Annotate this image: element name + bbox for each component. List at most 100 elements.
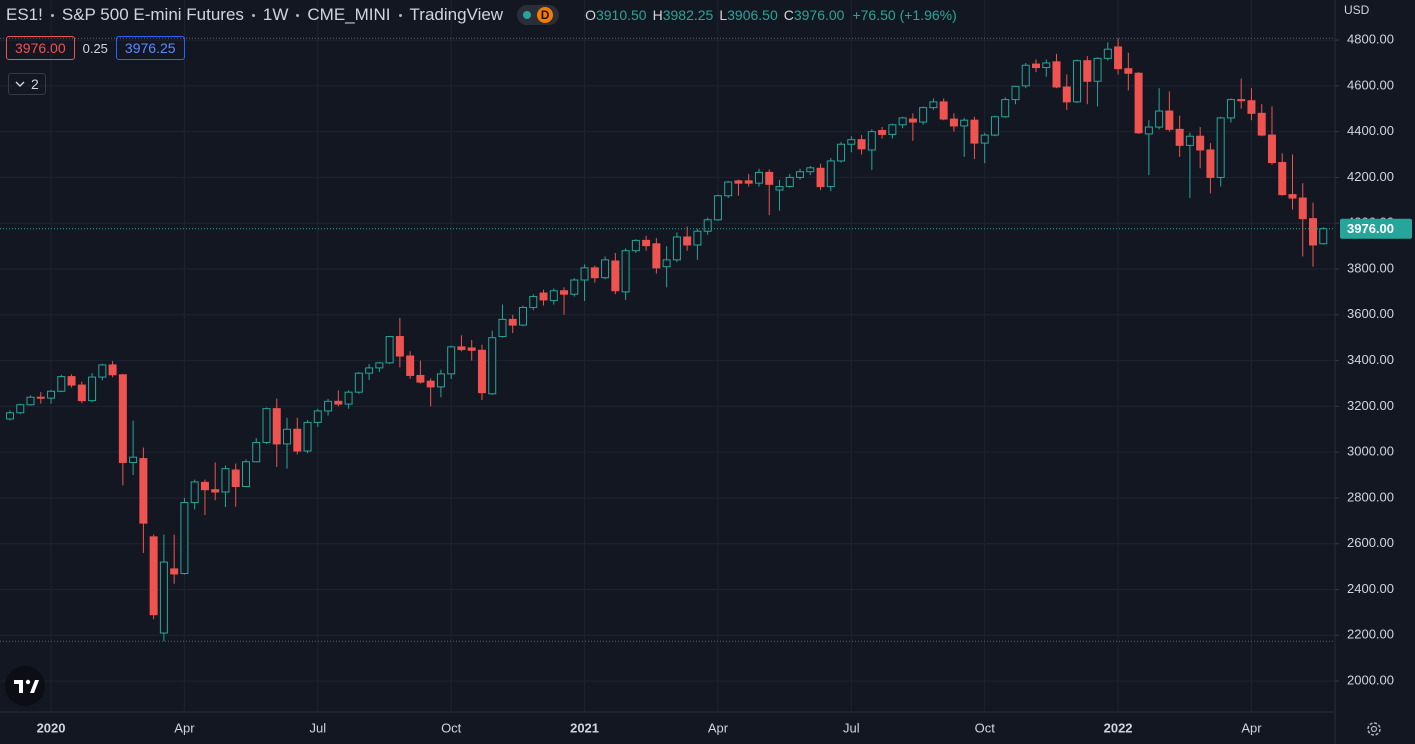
interval[interactable]: 1W <box>262 5 289 24</box>
candle-body <box>98 364 107 378</box>
change: +76.50 (+1.96%) <box>852 7 957 23</box>
candle-body <box>929 101 938 109</box>
ohlc-value: 3976.00 <box>793 7 845 23</box>
price-label: 3976.00 <box>1347 221 1394 236</box>
candle-body <box>878 129 887 135</box>
status-pill[interactable]: D <box>517 5 560 25</box>
ohlc-label: C <box>783 7 794 23</box>
candle-body <box>1257 112 1266 136</box>
ohlc-label: L <box>719 7 728 23</box>
candle-body <box>303 421 312 452</box>
candle-body <box>477 349 486 394</box>
candle-body <box>529 295 538 308</box>
candle-body <box>560 290 569 295</box>
candle-body <box>1155 110 1164 128</box>
trade-box: 3976.00 0.25 3976.25 <box>6 36 185 60</box>
candle-body <box>241 461 250 487</box>
candle-body <box>313 410 322 423</box>
candle-body <box>488 337 497 395</box>
candle-body <box>765 171 774 185</box>
candle-body <box>1124 68 1133 74</box>
delay-badge: D <box>537 7 554 23</box>
indicators-toggle[interactable]: 2 <box>8 73 46 95</box>
candle-body <box>601 259 610 279</box>
y-tick-label: 2000.00 <box>1347 673 1394 688</box>
ohlc-item: H3982.25 <box>653 7 714 23</box>
candle-body <box>796 171 805 178</box>
candle-body <box>570 279 579 295</box>
candle-body <box>652 243 661 269</box>
candle-body <box>354 372 363 393</box>
x-tick-label: 2020 <box>37 720 66 735</box>
symbol[interactable]: ES1! <box>6 5 43 24</box>
candle-body <box>416 374 425 383</box>
candle-body <box>1021 64 1030 87</box>
candle-body <box>806 167 815 173</box>
buy-button[interactable]: 3976.25 <box>115 36 185 60</box>
candle-body <box>395 336 404 357</box>
candle-body <box>549 290 558 302</box>
candle-body <box>262 408 271 444</box>
candle-body <box>385 336 394 364</box>
ohlc-item: L3906.50 <box>719 7 777 23</box>
candle-body <box>672 236 681 261</box>
indicators-count: 2 <box>31 76 39 92</box>
candle-body <box>170 568 179 575</box>
candle-body <box>1267 134 1276 164</box>
y-tick-label: 2400.00 <box>1347 581 1394 596</box>
candle-body <box>293 428 302 452</box>
candle-body <box>16 404 25 414</box>
settings-button[interactable] <box>1367 722 1381 736</box>
candle-body <box>57 376 66 392</box>
chevron-icon <box>15 81 25 87</box>
candle-body <box>847 139 856 145</box>
y-tick-label: 4200.00 <box>1347 169 1394 184</box>
candle-body <box>1114 46 1123 70</box>
candle-body <box>36 396 45 399</box>
candle-body <box>939 101 948 120</box>
candle-body <box>611 260 620 292</box>
candle-body <box>621 250 630 293</box>
candle-body <box>590 267 599 279</box>
x-tick-label: Apr <box>1241 720 1262 735</box>
currency[interactable]: USD <box>1344 3 1370 17</box>
candle-body <box>1052 61 1061 88</box>
candle-body <box>724 181 733 197</box>
candle-body <box>908 118 917 123</box>
candle-body <box>149 536 158 616</box>
candle-body <box>211 489 220 493</box>
candle-body <box>1103 48 1112 59</box>
candle-body <box>734 180 743 184</box>
candle-body <box>1278 162 1287 196</box>
y-tick-label: 4800.00 <box>1347 32 1394 47</box>
x-tick-label: 2022 <box>1104 720 1133 735</box>
logo-dot <box>25 679 31 685</box>
y-tick-label: 3600.00 <box>1347 306 1394 321</box>
x-tick-label: Apr <box>708 720 729 735</box>
candle-body <box>703 219 712 232</box>
candle-body <box>1165 110 1174 130</box>
candle-body <box>785 176 794 188</box>
candle-body <box>980 134 989 144</box>
candle-body <box>1062 86 1071 103</box>
ohlc-label: O <box>585 7 596 23</box>
y-tick-label: 3200.00 <box>1347 398 1394 413</box>
candle-body <box>221 468 230 493</box>
candle-body <box>447 346 456 375</box>
spread: 0.25 <box>82 40 108 56</box>
y-tick-label: 3800.00 <box>1347 260 1394 275</box>
y-tick-label: 2800.00 <box>1347 489 1394 504</box>
logo-bg <box>5 666 45 706</box>
y-tick-label: 4400.00 <box>1347 123 1394 138</box>
x-tick-label: Jul <box>309 720 326 735</box>
candle-body <box>662 259 671 268</box>
candle-body <box>1073 60 1082 103</box>
candle-body <box>580 267 589 281</box>
candle-body <box>139 458 148 524</box>
ohlc-label: H <box>652 7 663 23</box>
candle-body <box>713 195 722 221</box>
sell-button[interactable]: 3976.00 <box>6 36 75 60</box>
gear-ring <box>1367 722 1381 736</box>
candle-body <box>426 380 435 388</box>
